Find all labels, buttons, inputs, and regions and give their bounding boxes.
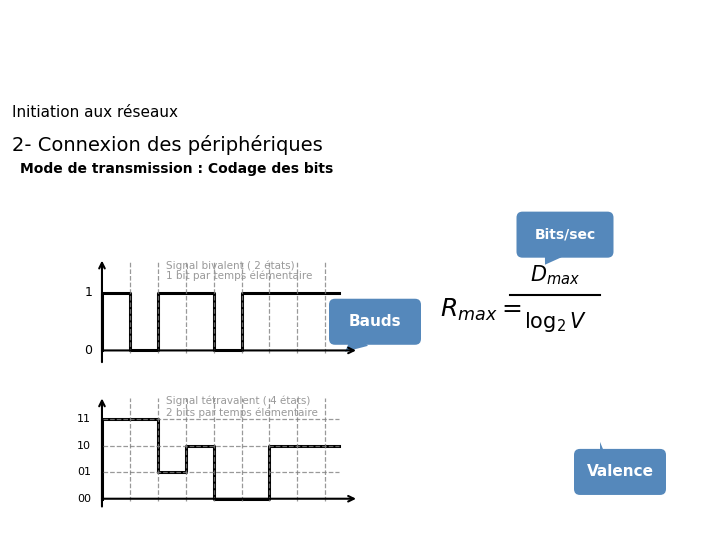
Text: Valence: Valence bbox=[587, 464, 654, 480]
Text: 1: 1 bbox=[84, 286, 92, 299]
Text: 00: 00 bbox=[77, 494, 91, 504]
Text: Mode de transmission : Codage des bits: Mode de transmission : Codage des bits bbox=[20, 161, 333, 176]
FancyBboxPatch shape bbox=[574, 449, 666, 495]
FancyBboxPatch shape bbox=[329, 299, 421, 345]
Text: 2- Connexion des périphériques: 2- Connexion des périphériques bbox=[12, 134, 323, 154]
Text: ISN: ISN bbox=[13, 17, 43, 35]
Text: 10: 10 bbox=[77, 441, 91, 451]
Text: $R_{max}=$: $R_{max}=$ bbox=[440, 296, 521, 323]
Polygon shape bbox=[345, 332, 368, 352]
Text: 0: 0 bbox=[84, 344, 92, 357]
Polygon shape bbox=[545, 246, 562, 265]
Text: Initiation aux réseaux: Initiation aux réseaux bbox=[12, 105, 178, 119]
Text: $\log_2 V$: $\log_2 V$ bbox=[523, 310, 586, 334]
Text: 1 bit par temps élémentaire: 1 bit par temps élémentaire bbox=[166, 271, 312, 281]
Text: Bits/sec: Bits/sec bbox=[534, 228, 595, 242]
Text: Signal tétravalent ( 4 états): Signal tétravalent ( 4 états) bbox=[166, 396, 310, 406]
Text: Bauds: Bauds bbox=[348, 314, 401, 329]
Text: 2 bits par temps élémentaire: 2 bits par temps élémentaire bbox=[166, 408, 318, 418]
Text: $D_{max}$: $D_{max}$ bbox=[530, 263, 580, 287]
Text: 01: 01 bbox=[77, 467, 91, 477]
FancyBboxPatch shape bbox=[516, 212, 613, 258]
Text: Informatique et Sciences du Numérique: Informatique et Sciences du Numérique bbox=[13, 52, 383, 71]
Text: 11: 11 bbox=[77, 414, 91, 424]
Polygon shape bbox=[600, 442, 617, 495]
Text: Signal bivalent ( 2 états): Signal bivalent ( 2 états) bbox=[166, 261, 294, 271]
